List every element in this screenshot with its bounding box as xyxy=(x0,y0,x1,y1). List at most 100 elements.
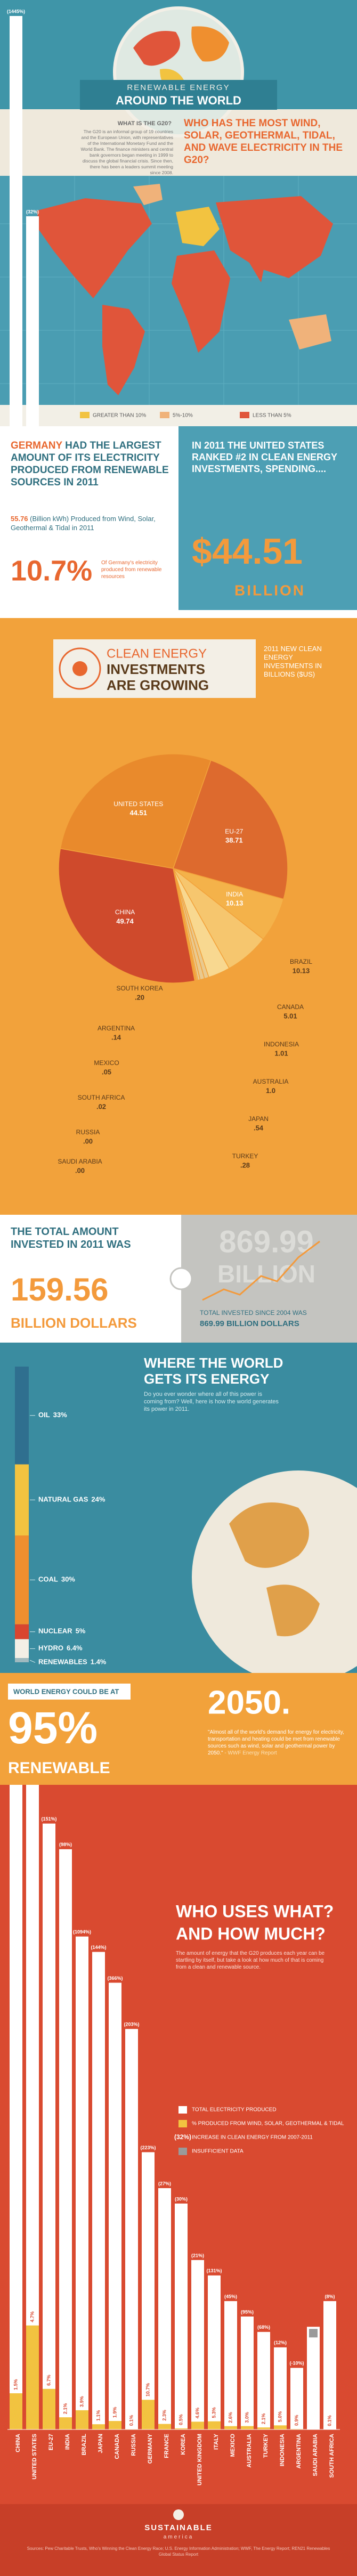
insufficient-marker xyxy=(309,2329,318,2338)
renewable-share xyxy=(208,2421,221,2429)
increase-label: (223%) xyxy=(140,2145,156,2150)
usage-bar xyxy=(290,2368,303,2429)
usage-bar xyxy=(158,2188,171,2429)
legend-label: TOTAL ELECTRICITY PRODUCED xyxy=(192,2107,277,2113)
usage-bar xyxy=(307,2327,320,2429)
increase-label: (45%) xyxy=(224,2294,237,2299)
globe xyxy=(113,6,244,137)
pie-label: TURKEY xyxy=(232,1152,258,1160)
pie-slice xyxy=(58,848,196,984)
usage-bar xyxy=(208,2275,221,2429)
renewable-label: 3.9% xyxy=(79,2396,84,2407)
usage-bar xyxy=(257,2331,270,2429)
legend-swatch xyxy=(178,2106,187,2114)
us-headline: IN 2011 THE UNITED STATES RANKED #2 IN C… xyxy=(192,440,337,474)
x-tick-label: UNITED STATES xyxy=(31,2434,38,2480)
legend-label: 5%-10% xyxy=(173,413,193,419)
g20-heading: WHAT IS THE G20? xyxy=(118,120,172,127)
trend-icon xyxy=(202,1240,320,1301)
usage-title: AND HOW MUCH? xyxy=(176,1924,326,1943)
energy-title: WHERE THE WORLD xyxy=(144,1355,283,1371)
energy-value: 5% xyxy=(76,1627,86,1635)
energy-segment xyxy=(15,1658,29,1662)
renewable-label: 2.3% xyxy=(161,2410,167,2421)
renewable-share xyxy=(257,2427,270,2429)
renewable-share xyxy=(142,2400,155,2429)
energy-category: NATURAL GAS xyxy=(38,1496,88,1504)
germany-amount-text: (Billion kWh) Produced from Wind, Solar,… xyxy=(11,515,156,532)
pie-title: ARE GROWING xyxy=(107,677,209,693)
energy-label: OIL 33% xyxy=(38,1411,67,1419)
land xyxy=(216,196,333,278)
energy-label: NATURAL GAS 24% xyxy=(38,1496,106,1504)
renewable-share xyxy=(109,2421,121,2429)
gap xyxy=(0,610,357,618)
g20-text-box: The G20 is an informal group of 19 count… xyxy=(80,129,173,175)
increase-label: (1094%) xyxy=(73,1929,91,1935)
us-unit: BILLION xyxy=(234,582,305,598)
renewable-share xyxy=(76,2410,88,2429)
germany-headline-box: GERMANY HAD THE LARGEST AMOUNT OF ITS EL… xyxy=(11,440,169,488)
pie-label: RUSSIA xyxy=(76,1128,100,1136)
usage-desc-box: The amount of energy that the G20 produc… xyxy=(176,1951,325,1970)
x-tick-label: CANADA xyxy=(114,2434,120,2459)
energy-value: 24% xyxy=(91,1496,105,1504)
usage-bar xyxy=(59,1849,72,2429)
pie-label: INDIA xyxy=(226,890,243,898)
germany-text: HAD THE LARGEST AMOUNT OF ITS ELECTRICIT… xyxy=(11,440,169,488)
renewable-label: 10.7% xyxy=(145,2383,150,2397)
increase-label: (1445%) xyxy=(7,9,25,14)
legend-swatch xyxy=(80,412,90,418)
usage-description: The amount of energy that the G20 produc… xyxy=(176,1951,325,1970)
x-tick-label: UNITED KINGDOM xyxy=(197,2434,203,2485)
energy-leader xyxy=(29,1660,36,1663)
usage-bar xyxy=(274,2347,287,2429)
energy-segment xyxy=(15,1367,29,1465)
renewable-share xyxy=(241,2426,254,2429)
legend-swatch: (32%) xyxy=(174,2133,191,2141)
usage-bar xyxy=(43,1823,55,2429)
renewable-share xyxy=(175,2428,188,2429)
sources-box: Sources: Pew Charitable Trusts, Who's Wi… xyxy=(27,2546,330,2557)
pie-label: CANADA xyxy=(277,1003,304,1011)
since-big-unit: BILLION xyxy=(217,1260,315,1288)
energy-segment xyxy=(15,1624,29,1639)
pie-label: SAUDI ARABIA xyxy=(58,1158,102,1165)
totals-heading-box: THE TOTAL AMOUNT INVESTED IN 2011 WAS xyxy=(11,1226,131,1250)
increase-label: (-10%) xyxy=(289,2361,304,2366)
land xyxy=(133,184,163,205)
pie-value: .20 xyxy=(135,993,144,1001)
legend-strip xyxy=(0,405,357,426)
renewable-label: 2.1% xyxy=(62,2403,68,2415)
renewable-label: 2.6% xyxy=(228,2412,233,2423)
pie-label: AUSTRALIA xyxy=(253,1078,289,1085)
x-tick-label: GERMANY xyxy=(147,2433,153,2464)
renewable-share xyxy=(59,2417,72,2429)
title-ribbon xyxy=(80,80,277,110)
x-tick-label: BRAZIL xyxy=(81,2434,87,2456)
forecast-share: 95% xyxy=(8,1703,98,1753)
legend-swatch xyxy=(240,412,249,418)
forecast-quote-box: "Almost all of the world's demand for en… xyxy=(208,1729,349,1757)
since-text: TOTAL INVESTED SINCE 2004 WAS xyxy=(200,1309,307,1317)
pie-label: SOUTH KOREA xyxy=(116,985,163,992)
energy-category: RENEWABLES xyxy=(38,1658,87,1666)
pie-title: CLEAN ENERGY xyxy=(107,646,207,661)
increase-label: (203%) xyxy=(124,2022,139,2027)
legend-swatch xyxy=(178,2148,187,2155)
forecast-source: - WWF Energy Report xyxy=(224,1750,277,1756)
germany-amount-line: 55.76 (Billion kWh) Produced from Wind, … xyxy=(11,514,171,532)
legend-label: % PRODUCED FROM WIND, SOLAR, GEOTHERMAL … xyxy=(192,2121,344,2127)
renewable-label: 3.0% xyxy=(244,2412,249,2423)
renewable-share xyxy=(158,2424,171,2429)
pie-value: 10.13 xyxy=(293,966,310,974)
totals-bg xyxy=(0,1215,181,1343)
forecast-quote-wrap: "Almost all of the world's demand for en… xyxy=(208,1729,349,1757)
germany-lead: GERMANY xyxy=(11,440,62,451)
germany-share-text: Of Germany's electricity produced from r… xyxy=(101,560,162,580)
renewable-label: 5.3% xyxy=(211,2407,216,2418)
totals-unit: BILLION DOLLARS xyxy=(11,1315,137,1331)
renewable-label: 2.1% xyxy=(261,2414,266,2425)
